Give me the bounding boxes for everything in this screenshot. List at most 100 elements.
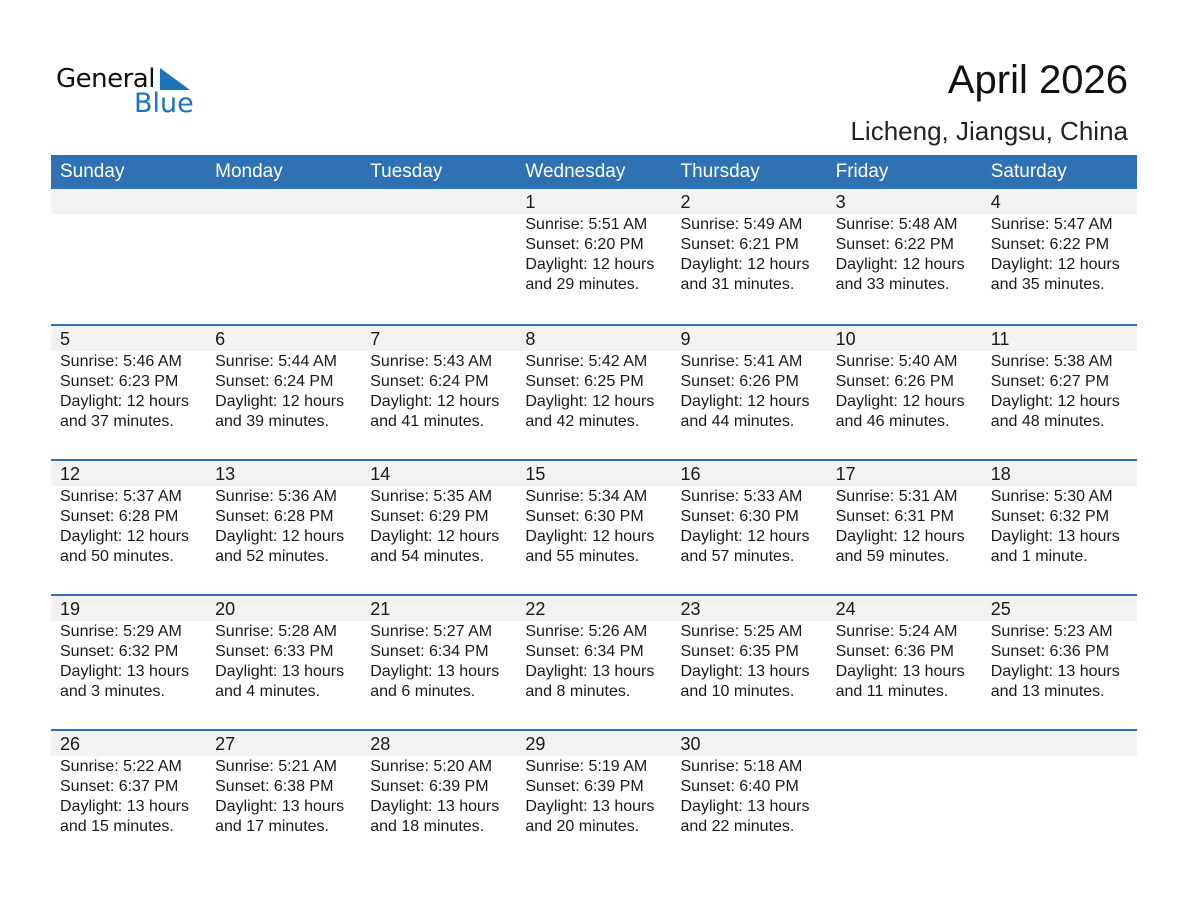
day-number: 22	[525, 599, 546, 619]
day-info: Sunrise: 5:31 AM Sunset: 6:31 PM Daylight:…	[836, 487, 982, 567]
day-cell: 5 Sunrise: 5:46 AM Sunset: 6:23 PM Daylight…	[51, 326, 206, 432]
daylight-minutes-text: and 17 minutes.	[215, 818, 329, 835]
day-cell: 13 Sunrise: 5:36 AM Sunset: 6:28 PM Dayligh…	[206, 461, 361, 567]
week-cells: 12 Sunrise: 5:37 AM Sunset: 6:28 PM Dayligh…	[51, 461, 1137, 567]
sunset-text: Sunset: 6:29 PM	[370, 508, 489, 525]
sunset-text: Sunset: 6:26 PM	[835, 373, 954, 390]
day-cell: 14 Sunrise: 5:35 AM Sunset: 6:29 PM Dayligh…	[361, 461, 516, 567]
day-info: Sunrise: 5:20 AM Sunset: 6:39 PM Daylight:…	[370, 757, 516, 837]
daylight-text: Daylight: 13 hours	[215, 663, 345, 680]
day-number-band	[51, 326, 1137, 351]
week-row: 12 Sunrise: 5:37 AM Sunset: 6:28 PM Dayligh…	[51, 459, 1137, 594]
daylight-text: Daylight: 13 hours	[370, 798, 500, 815]
week-row: 26 Sunrise: 5:22 AM Sunset: 6:37 PM Dayligh…	[51, 729, 1137, 864]
daylight-minutes-text: and 39 minutes.	[215, 413, 329, 430]
day-number: 8	[525, 329, 536, 349]
day-cell: 23 Sunrise: 5:25 AM Sunset: 6:35 PM Dayligh…	[672, 596, 827, 702]
day-number: 15	[525, 464, 546, 484]
daylight-minutes-text: and 46 minutes.	[835, 413, 950, 430]
daylight-minutes-text: and 41 minutes.	[370, 413, 485, 430]
daylight-text: Daylight: 12 hours	[60, 393, 189, 410]
daylight-text: Daylight: 12 hours	[680, 393, 810, 410]
daylight-minutes-text: and 11 minutes.	[835, 683, 949, 700]
week-cells: 1 Sunrise: 5:51 AM Sunset: 6:20 PM Daylight…	[51, 189, 1137, 295]
sunrise-text: Sunrise: 5:22 AM	[60, 758, 182, 775]
daylight-minutes-text: and 50 minutes.	[60, 548, 174, 565]
sunrise-text: Sunrise: 5:40 AM	[835, 353, 958, 370]
calendar-grid: Sunday Monday Tuesday Wednesday Thursday Frid…	[51, 155, 1137, 864]
day-cell: 7 Sunrise: 5:43 AM Sunset: 6:24 PM Daylight…	[361, 326, 516, 432]
daylight-minutes-text: and 37 minutes.	[60, 413, 174, 430]
day-number: 18	[990, 464, 1011, 484]
day-cell: 20 Sunrise: 5:28 AM Sunset: 6:33 PM Dayligh…	[206, 596, 361, 702]
sunrise-text: Sunrise: 5:19 AM	[525, 758, 648, 775]
sunset-text: Sunset: 6:37 PM	[60, 778, 179, 795]
week-cells: 26 Sunrise: 5:22 AM Sunset: 6:37 PM Dayligh…	[51, 731, 1137, 837]
daylight-text: Daylight: 12 hours	[370, 393, 500, 410]
sunset-text: Sunset: 6:27 PM	[990, 373, 1110, 390]
weekday-header-saturday: Saturday	[990, 161, 1067, 182]
day-info: Sunrise: 5:48 AM Sunset: 6:22 PM Daylight:…	[836, 215, 982, 295]
weekday-header-sunday: Sunday	[60, 161, 125, 182]
sunset-text: Sunset: 6:24 PM	[215, 373, 334, 390]
day-cell: 29 Sunrise: 5:19 AM Sunset: 6:39 PM Dayligh…	[516, 731, 671, 837]
sunset-text: Sunset: 6:40 PM	[680, 778, 799, 795]
day-cell: 18 Sunrise: 5:30 AM Sunset: 6:32 PM Dayligh…	[982, 461, 1137, 567]
daylight-text: Daylight: 12 hours	[835, 256, 965, 273]
daylight-minutes-text: and 1 minute.	[990, 548, 1088, 565]
daylight-text: Daylight: 13 hours	[680, 663, 810, 680]
sunset-text: Sunset: 6:35 PM	[680, 643, 799, 660]
sunrise-text: Sunrise: 5:27 AM	[370, 623, 493, 640]
sunrise-text: Sunrise: 5:20 AM	[370, 758, 493, 775]
daylight-text: Daylight: 13 hours	[215, 798, 345, 815]
day-info: Sunrise: 5:42 AM Sunset: 6:25 PM Daylight:…	[525, 352, 671, 432]
day-info: Sunrise: 5:18 AM Sunset: 6:40 PM Daylight:…	[681, 757, 827, 837]
day-cell: 6 Sunrise: 5:44 AM Sunset: 6:24 PM Daylight…	[206, 326, 361, 432]
daylight-text: Daylight: 12 hours	[990, 393, 1120, 410]
sunset-text: Sunset: 6:32 PM	[990, 508, 1110, 525]
daylight-minutes-text: and 3 minutes.	[60, 683, 165, 700]
day-number: 1	[525, 192, 536, 212]
logo-word-general: General	[56, 64, 155, 94]
sunrise-text: Sunrise: 5:24 AM	[835, 623, 958, 640]
sunrise-text: Sunrise: 5:34 AM	[525, 488, 648, 505]
daylight-minutes-text: and 33 minutes.	[835, 276, 950, 293]
daylight-minutes-text: and 8 minutes.	[525, 683, 631, 700]
sunrise-text: Sunrise: 5:47 AM	[990, 216, 1113, 233]
day-cell: 22 Sunrise: 5:26 AM Sunset: 6:34 PM Dayligh…	[516, 596, 671, 702]
day-number-band	[51, 596, 1137, 621]
empty-day-cell	[361, 189, 516, 295]
day-info: Sunrise: 5:30 AM Sunset: 6:32 PM Daylight:…	[991, 487, 1137, 567]
weekday-header-thursday: Thursday	[680, 161, 760, 182]
daylight-text: Daylight: 12 hours	[990, 256, 1120, 273]
sunrise-text: Sunrise: 5:25 AM	[680, 623, 803, 640]
day-number: 4	[990, 192, 1001, 212]
day-cell: 11 Sunrise: 5:38 AM Sunset: 6:27 PM Dayligh…	[982, 326, 1137, 432]
weekday-header-monday: Monday	[215, 161, 283, 182]
day-cell: 8 Sunrise: 5:42 AM Sunset: 6:25 PM Daylight…	[516, 326, 671, 432]
sunset-text: Sunset: 6:33 PM	[215, 643, 334, 660]
week-row: 5 Sunrise: 5:46 AM Sunset: 6:23 PM Daylight…	[51, 324, 1137, 459]
week-row: 1 Sunrise: 5:51 AM Sunset: 6:20 PM Daylight…	[51, 189, 1137, 324]
day-cell: 19 Sunrise: 5:29 AM Sunset: 6:32 PM Dayligh…	[51, 596, 206, 702]
sunset-text: Sunset: 6:36 PM	[835, 643, 954, 660]
day-info: Sunrise: 5:29 AM Sunset: 6:32 PM Daylight:…	[60, 622, 206, 702]
daylight-minutes-text: and 6 minutes.	[370, 683, 476, 700]
logo-word-blue: Blue	[134, 88, 194, 119]
sunrise-text: Sunrise: 5:21 AM	[215, 758, 337, 775]
sunset-text: Sunset: 6:30 PM	[525, 508, 644, 525]
sunset-text: Sunset: 6:34 PM	[525, 643, 644, 660]
sunset-text: Sunset: 6:30 PM	[680, 508, 799, 525]
daylight-minutes-text: and 54 minutes.	[370, 548, 485, 565]
daylight-text: Daylight: 12 hours	[215, 528, 345, 545]
sunrise-text: Sunrise: 5:51 AM	[525, 216, 648, 233]
daylight-text: Daylight: 13 hours	[525, 663, 655, 680]
sunrise-text: Sunrise: 5:38 AM	[990, 353, 1113, 370]
weekday-header-tuesday: Tuesday	[370, 161, 443, 182]
daylight-minutes-text: and 29 minutes.	[525, 276, 640, 293]
daylight-text: Daylight: 13 hours	[990, 528, 1120, 545]
daylight-text: Daylight: 12 hours	[835, 528, 965, 545]
daylight-text: Daylight: 12 hours	[525, 528, 655, 545]
sunset-text: Sunset: 6:26 PM	[680, 373, 799, 390]
